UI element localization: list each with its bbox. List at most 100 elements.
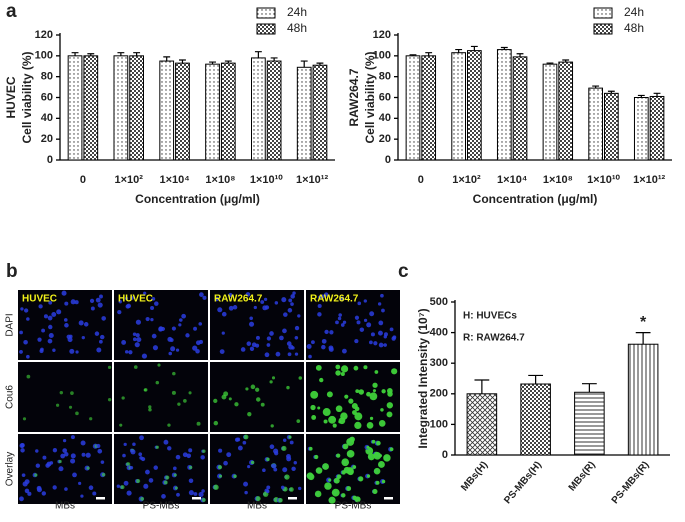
nucleus [321, 344, 326, 350]
fluorescence [340, 365, 349, 373]
fluorescence [310, 390, 319, 399]
nucleus [292, 291, 296, 295]
fluorescence [228, 397, 232, 401]
nucleus [20, 448, 25, 453]
fluorescence [121, 396, 125, 400]
error-bar [224, 60, 232, 64]
nucleus [202, 295, 207, 300]
nucleus [266, 489, 270, 494]
nucleus [192, 345, 198, 351]
fluorescence [315, 364, 322, 371]
fluorescence [188, 391, 192, 395]
nucleus [68, 334, 73, 339]
nucleus [61, 290, 67, 296]
nucleus [359, 327, 365, 332]
nucleus [139, 435, 144, 441]
nucleus [273, 467, 278, 472]
fluorescence [172, 371, 176, 376]
nucleus [26, 317, 30, 321]
x-tick-label: PS-MBs(H) [502, 460, 544, 507]
fluorescence [366, 474, 371, 478]
scale-bar [192, 497, 201, 500]
nucleus [338, 313, 342, 317]
nucleus [232, 305, 238, 310]
fluorescence [354, 406, 360, 412]
nucleus [244, 490, 248, 495]
nucleus [287, 352, 292, 357]
fluorescence [335, 364, 341, 370]
fluorescence [386, 402, 394, 409]
nucleus [19, 350, 23, 354]
nucleus [339, 296, 345, 302]
nucleus [337, 316, 342, 321]
y-tick-label: 60 [379, 91, 391, 103]
nucleus [90, 306, 95, 311]
nucleus [122, 453, 126, 458]
micrograph [114, 362, 208, 432]
nucleus [128, 350, 133, 355]
fluorescence [308, 446, 313, 451]
nucleus [249, 346, 255, 351]
nucleus [27, 491, 32, 496]
bar [558, 61, 574, 161]
scale-bar [288, 497, 297, 500]
nucleus [286, 454, 291, 459]
legend-label: 24h [624, 5, 644, 19]
column-label: PS-MBs [335, 501, 372, 512]
x-tick-label: 1×10⁸ [543, 174, 573, 186]
nucleus [188, 490, 194, 496]
nucleus [80, 494, 84, 498]
bar [266, 60, 282, 161]
fluorescence [247, 412, 252, 417]
nucleus [269, 331, 274, 336]
bar [520, 383, 551, 456]
annotation: H: HUVECs [463, 311, 517, 322]
nucleus [283, 312, 288, 317]
nucleus [85, 452, 91, 458]
fluorescence [353, 365, 359, 371]
column-title: HUVEC [118, 294, 153, 305]
fluorescence [381, 479, 386, 484]
bar [220, 62, 236, 161]
x-tick-label: 1×10⁸ [205, 174, 235, 186]
error-bar [117, 52, 125, 56]
nucleus [23, 308, 29, 313]
nucleus [288, 298, 293, 303]
nucleus [150, 317, 154, 322]
nucleus [64, 301, 69, 306]
nucleus [99, 334, 105, 340]
y-tick-label: 400 [430, 327, 448, 339]
fluorescence [217, 465, 223, 470]
fluorescence [352, 465, 357, 469]
nucleus [175, 348, 180, 352]
fluorescence [358, 476, 364, 482]
error-bar [209, 61, 216, 65]
nucleus [251, 342, 257, 348]
nucleus [179, 318, 183, 322]
nucleus [97, 302, 103, 308]
fluorescence [213, 484, 219, 490]
error-bar [270, 57, 278, 62]
nucleus [392, 335, 397, 340]
nucleus [340, 323, 345, 327]
annotation: R: RAW264.7 [463, 333, 525, 344]
nucleus [135, 319, 142, 325]
nucleus [246, 341, 252, 346]
nucleus [135, 333, 140, 338]
fluorescence [341, 458, 350, 467]
nucleus [75, 350, 79, 354]
micrograph [210, 290, 304, 360]
fluorescence [369, 392, 378, 401]
nucleus [47, 338, 53, 344]
fluorescence [338, 420, 342, 424]
nucleus [342, 348, 347, 354]
fluorescence [89, 417, 93, 421]
bar [574, 391, 605, 456]
nucleus [271, 463, 277, 469]
nucleus [121, 340, 127, 345]
nucleus [185, 333, 190, 338]
nucleus [126, 490, 132, 496]
nucleus [221, 331, 225, 335]
fluorescence [269, 380, 273, 384]
error-bar [163, 56, 171, 62]
